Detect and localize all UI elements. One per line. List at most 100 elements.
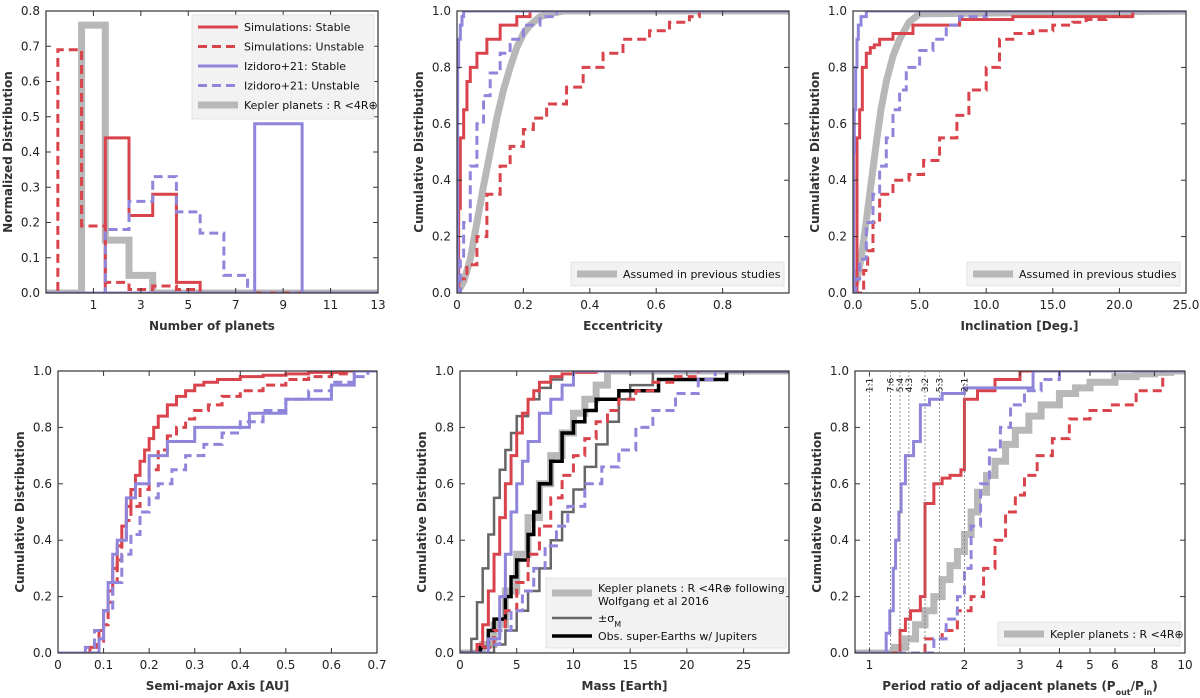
x-tick-label: 9 (279, 298, 287, 312)
legend-p1-label: Kepler planets : R <4R⊕ (244, 99, 378, 112)
hist-series-2 (46, 122, 378, 293)
x-tick-label: 20 (679, 658, 694, 672)
y-tick-label: 0.4 (435, 533, 454, 547)
x-tick-label: 0.4 (580, 298, 599, 312)
x-tick-label: 0.0 (843, 298, 862, 312)
resonance-label: 5:3 (935, 378, 945, 392)
panel-p4: 0 0.1 0.2 0.3 0.4 0.5 0.6 0.7 0.0 0.2 0.4 0.6 0.8 1.0… (13, 364, 387, 693)
x-tick-label: 1 (866, 658, 874, 672)
y-tick-label: 1.0 (828, 4, 847, 18)
hist-series-0 (46, 136, 378, 293)
y-tick-label: 0.8 (432, 60, 451, 74)
legend-p5-label: ±σM (598, 612, 621, 629)
cdf-series-1 (855, 371, 1185, 653)
x-tick-label: 0.6 (322, 658, 341, 672)
cdf-series-1 (457, 11, 789, 293)
y-tick-label: 0.8 (828, 60, 847, 74)
y-tick-label: 0.2 (435, 590, 454, 604)
resonance-label: 2:1 (960, 378, 970, 392)
y-tick-label: 0.8 (435, 420, 454, 434)
cdf-series-0 (457, 11, 789, 293)
mass-extra-1 (460, 371, 789, 653)
y-tick-label: 0.7 (21, 39, 40, 53)
legend-p5-label: Kepler planets : R <4R⊕ following (598, 582, 785, 595)
resonance-label: 7:6 (887, 377, 897, 392)
legend-p5-label: Wolfgang et al 2016 (598, 595, 709, 608)
legend-p3-label: Assumed in previous studies (1019, 268, 1177, 281)
x-tick-label: 5.0 (910, 298, 929, 312)
cdf-series-2 (460, 371, 789, 653)
plot-area (460, 371, 789, 653)
y-axis-label: Cumulative Distribution (13, 431, 27, 592)
cdf-series-0 (853, 11, 1186, 293)
y-axis-label: Cumulative Distribution (412, 71, 426, 232)
y-tick-label: 0.6 (21, 75, 40, 89)
y-axis-label: Cumulative Distribution (415, 431, 429, 592)
y-tick-label: 0.8 (21, 4, 40, 18)
y-axis-label: Normalized Distribution (1, 71, 15, 233)
hist-series-4 (46, 21, 378, 293)
legend-p1-label: Simulations: Stable (244, 21, 351, 34)
y-tick-label: 0.0 (21, 286, 40, 300)
x-tick-label: 0 (54, 658, 62, 672)
y-tick-label: 0.2 (432, 230, 451, 244)
cdf-series-3 (457, 11, 789, 293)
cdf-series-2 (457, 11, 789, 293)
y-tick-label: 0.0 (830, 646, 849, 660)
panel-p2: 0 0.2 0.4 0.6 0.8 0.0 0.2 0.4 0.6 0.8 1.0 Eccentric… (412, 4, 790, 333)
y-tick-label: 0.2 (33, 590, 52, 604)
x-tick-label: 20.0 (1106, 298, 1133, 312)
y-tick-label: 0.2 (21, 216, 40, 230)
x-tick-label: 0.6 (647, 298, 666, 312)
x-tick-label: 0.4 (231, 658, 250, 672)
kepler-cdf (855, 371, 1185, 653)
x-tick-label: 1 (90, 298, 98, 312)
x-tick-label: 10 (566, 658, 581, 672)
y-tick-label: 0.5 (21, 110, 40, 124)
panel-p5: 0 5 10 15 20 25 0.0 0.2 0.4 0.6 0.8 1.0 Mass [Earth]… (415, 364, 790, 693)
x-axis-label: Semi-major Axis [AU] (146, 679, 290, 693)
x-tick-label: 7 (232, 298, 240, 312)
x-axis-label: Eccentricity (583, 319, 663, 333)
legend-p6-label: Kepler planets : R <4R⊕ (1050, 628, 1184, 641)
text-part: ) (1152, 679, 1157, 693)
x-tick-label: 3 (137, 298, 145, 312)
x-tick-label: 6 (1111, 658, 1119, 672)
y-tick-label: 1.0 (432, 4, 451, 18)
x-tick-label: 13 (370, 298, 385, 312)
y-tick-label: 0.2 (830, 590, 849, 604)
plot-area (855, 371, 1185, 653)
legend-p1-label: Izidoro+21: Unstable (244, 80, 360, 93)
y-tick-label: 0.4 (432, 173, 451, 187)
plot-area (457, 11, 789, 293)
y-tick-label: 0.0 (33, 646, 52, 660)
text-part: /P (1131, 679, 1144, 693)
y-tick-label: 0.4 (828, 173, 847, 187)
cdf-series-1 (853, 11, 1186, 293)
y-tick-label: 0.0 (828, 286, 847, 300)
x-axis-label: Mass [Earth] (582, 679, 668, 693)
y-tick-label: 0.4 (33, 533, 52, 547)
y-tick-label: 0.8 (830, 420, 849, 434)
x-tick-label: 0 (453, 298, 461, 312)
assumed-distribution-curve (457, 11, 789, 293)
x-tick-label: 0 (456, 658, 464, 672)
assumed-distribution-curve (853, 11, 1186, 293)
legend-p5-label: Obs. super-Earths w/ Jupiters (598, 630, 757, 643)
text-part: out (1116, 688, 1131, 697)
x-tick-label: 10 (1177, 658, 1192, 672)
y-tick-label: 0.6 (432, 117, 451, 131)
x-axis-label: Number of planets (149, 319, 275, 333)
x-tick-label: 0.3 (185, 658, 204, 672)
x-tick-label: 10.0 (973, 298, 1000, 312)
cdf-series-3 (58, 371, 377, 653)
x-tick-label: 3 (1016, 658, 1024, 672)
cdf-series-0 (460, 371, 789, 653)
y-axis-label: Cumulative Distribution (808, 71, 822, 232)
cdf-series-3 (853, 11, 1186, 293)
y-tick-label: 1.0 (435, 364, 454, 378)
y-tick-label: 0.0 (435, 646, 454, 660)
resonance-label: 1:1 (865, 378, 875, 392)
text-part: ±σ (598, 612, 614, 625)
x-tick-label: 4 (1056, 658, 1064, 672)
